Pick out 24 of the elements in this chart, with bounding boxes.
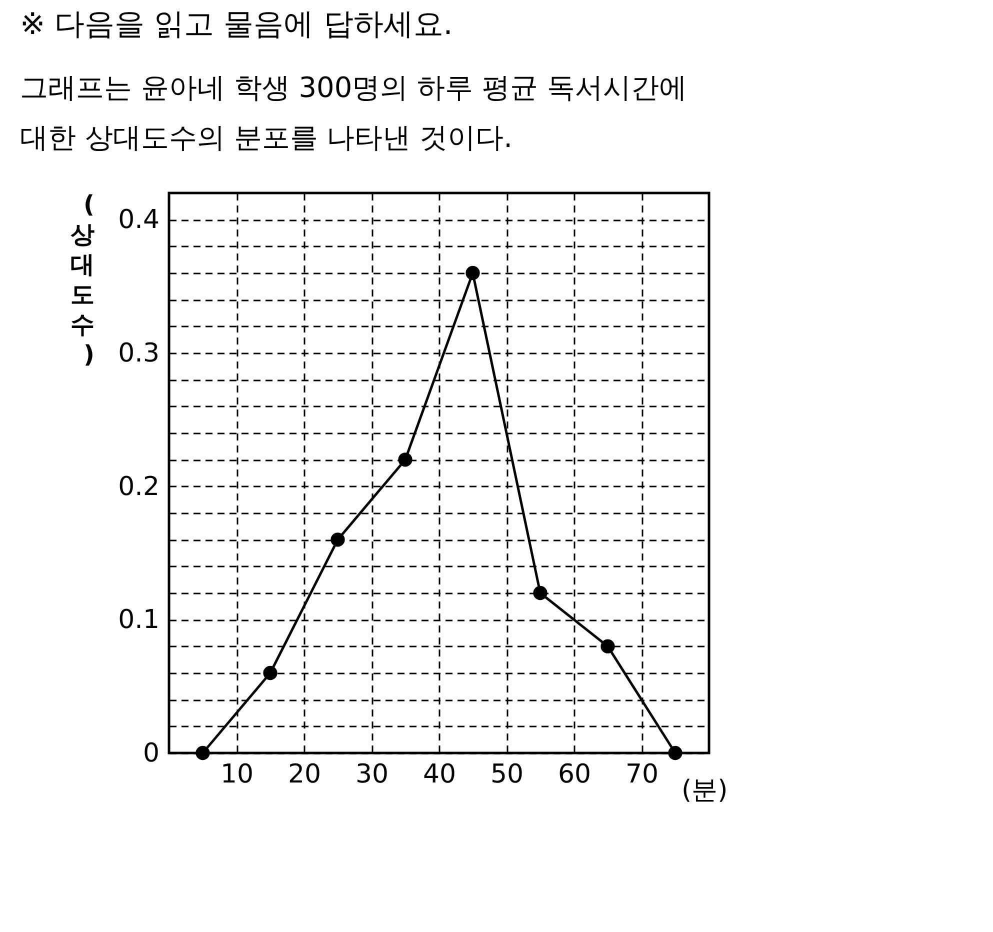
y-tick-label: 0.1 [118,605,160,636]
x-tick-label: 20 [288,760,322,790]
x-tick-label: 70 [625,760,659,790]
y-tick-label: 0.4 [118,205,160,236]
point [398,452,412,467]
x-tick-label: 60 [558,760,592,790]
point [533,586,548,600]
point [466,266,480,280]
point [196,746,210,760]
point [263,666,278,680]
y-tick-label: 0 [142,738,160,768]
x-tick-label: 30 [355,760,389,790]
x-tick-label: 40 [422,760,456,790]
chart-title: ※ 다음을 읽고 물음에 답하세요. [20,7,453,42]
point [668,746,682,760]
x-axis-title: (분) [682,776,728,806]
y-tick-label: 0.2 [118,472,160,502]
point [330,532,345,547]
y-tick-label: 0.3 [118,338,160,368]
y-axis-title: (상대도수) [70,190,94,368]
point [600,639,615,654]
chart-subtitle: 그래프는 윤아네 학생 300명의 하루 평균 독서시간에 대한 상대도수의 분포를 나타낸 것이다. [20,71,687,154]
x-tick-label: 10 [220,760,254,790]
x-tick-label: 50 [490,760,524,790]
